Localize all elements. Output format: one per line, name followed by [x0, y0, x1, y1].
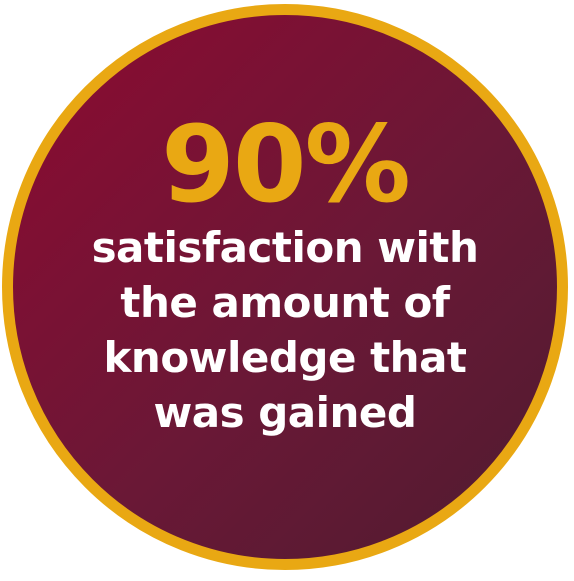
caption-line-2: the amount of	[120, 278, 450, 327]
caption-line-3: knowledge that	[103, 333, 467, 382]
stat-caption: satisfaction with the amount of knowledg…	[92, 220, 479, 440]
caption-line-4: was gained	[153, 388, 417, 437]
caption-line-1: satisfaction with	[91, 223, 479, 272]
stat-badge: 90% satisfaction with the amount of know…	[2, 4, 568, 570]
stat-value: 90%	[161, 103, 411, 226]
